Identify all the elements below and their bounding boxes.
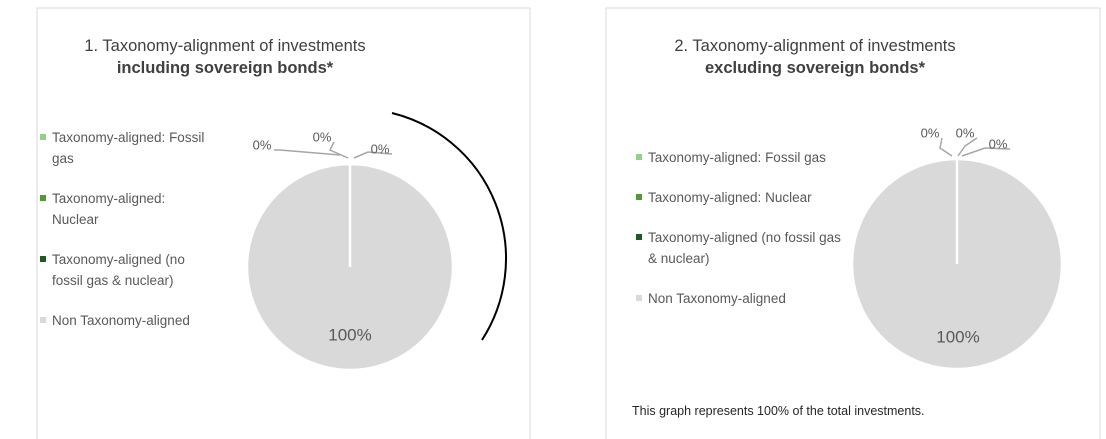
legend-swatch (40, 134, 46, 140)
legend-label: Taxonomy-aligned (no fossil gas & nuclea… (648, 230, 841, 266)
legend-swatch (636, 234, 642, 240)
legend-item: Taxonomy-aligned: Fossil gas (40, 127, 215, 169)
chart-title: 1. Taxonomy-alignment of investments incl… (25, 35, 425, 79)
legend-item: Taxonomy-aligned: Fossil gas (636, 147, 841, 168)
pie-slice (245, 162, 455, 372)
data-label: 0% (253, 137, 272, 152)
data-label: 0% (371, 141, 390, 156)
leader-line (957, 137, 978, 157)
leader-line (353, 151, 393, 159)
pie-slice (850, 157, 1064, 371)
legend-swatch (636, 154, 642, 160)
legend-label: Non Taxonomy-aligned (648, 291, 786, 306)
legend-swatch (40, 317, 46, 323)
legend-swatch (636, 295, 642, 301)
leader-line (961, 147, 1011, 157)
legend-item: Non Taxonomy-aligned (636, 288, 841, 309)
legend-label: Taxonomy-aligned: Nuclear (648, 190, 812, 205)
title-line: 2. Taxonomy-alignment of investments (674, 37, 956, 55)
subtitle: including sovereign bonds* (116, 59, 334, 77)
data-label: 0% (313, 129, 332, 144)
legend-item: Taxonomy-aligned: Nuclear (636, 187, 841, 208)
data-label: 0% (989, 136, 1008, 151)
chart-title: 2. Taxonomy-alignment of investments excl… (615, 35, 1015, 79)
title-line: 1. Taxonomy-alignment of investments (84, 37, 366, 55)
data-label: 100% (936, 327, 979, 346)
selection-arc (391, 112, 507, 341)
leader-line (274, 149, 341, 156)
legend-item: Taxonomy-aligned: Nuclear (40, 188, 215, 230)
legend-label: Taxonomy-aligned: Nuclear (52, 191, 166, 227)
subtitle: excluding sovereign bonds* (704, 59, 926, 77)
leader-line (939, 137, 953, 157)
data-label: 100% (328, 325, 371, 344)
legend-item: Taxonomy-aligned (no fossil gas & nuclea… (636, 227, 841, 269)
data-label: 0% (956, 125, 975, 140)
data-label: 0% (921, 125, 940, 140)
legend-swatch (40, 195, 46, 201)
legend-label: Non Taxonomy-aligned (52, 313, 190, 328)
footnote: This graph represents 100% of the total … (632, 404, 925, 418)
leader-line (328, 141, 349, 159)
legend-swatch (40, 256, 46, 262)
legend-item: Non Taxonomy-aligned (40, 310, 215, 331)
legend-item: Taxonomy-aligned (no fossil gas & nuclea… (40, 249, 215, 291)
panel-border (605, 7, 1101, 439)
legend: Taxonomy-aligned: Fossil gas Taxonomy-ali… (636, 147, 841, 328)
legend-label: Taxonomy-aligned: Fossil gas (52, 130, 205, 166)
legend-label: Taxonomy-aligned (no fossil gas & nuclea… (52, 252, 185, 288)
panel-border (36, 7, 530, 439)
legend-swatch (636, 194, 642, 200)
legend: Taxonomy-aligned: Fossil gas Taxonomy-ali… (40, 127, 215, 350)
legend-label: Taxonomy-aligned: Fossil gas (648, 150, 826, 165)
